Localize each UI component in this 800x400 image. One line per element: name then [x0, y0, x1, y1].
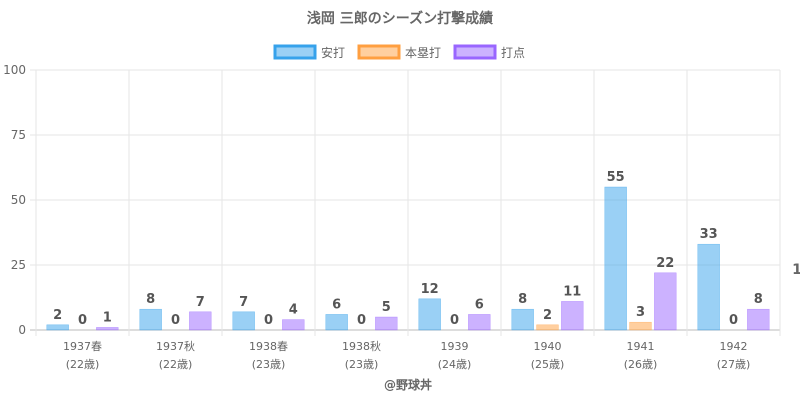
- data-label: 55: [607, 170, 625, 185]
- bar: [561, 301, 584, 331]
- legend-swatch: [357, 44, 401, 60]
- x-tick-label: 1939: [441, 340, 469, 353]
- credit: @野球丼: [384, 377, 432, 392]
- data-label: 8: [146, 292, 155, 307]
- bar: [536, 324, 559, 331]
- data-label: 22: [656, 256, 674, 271]
- x-tick-label: 1942: [720, 340, 748, 353]
- bar: [604, 186, 627, 331]
- y-tick-label: 25: [11, 258, 26, 272]
- bar: [282, 319, 305, 331]
- axes: 02550751001937春(22歳)1937秋(22歳)1938春(23歳)…: [3, 63, 750, 371]
- data-label: 0: [729, 313, 738, 328]
- x-tick-sublabel: (22歳): [159, 358, 193, 371]
- data-label: 8: [754, 292, 763, 307]
- data-label: 8: [518, 292, 527, 307]
- y-tick-label: 100: [3, 63, 26, 77]
- data-label: 6: [332, 297, 341, 312]
- data-label: 0: [78, 313, 87, 328]
- bar: [654, 272, 677, 331]
- legend-swatch: [273, 44, 317, 60]
- x-tick-sublabel: (24歳): [438, 358, 472, 371]
- x-tick-label: 1941: [627, 340, 655, 353]
- x-tick-sublabel: (22歳): [66, 358, 100, 371]
- bar: [511, 308, 534, 331]
- bar: [375, 316, 398, 331]
- x-tick-label: 1937秋: [156, 339, 195, 353]
- bar: [139, 308, 162, 331]
- x-tick-label: 1938秋: [342, 339, 381, 353]
- data-label: 6: [475, 297, 484, 312]
- bar: [96, 327, 119, 331]
- legend-swatch: [453, 44, 497, 60]
- x-tick-label: 1937春: [63, 340, 102, 353]
- bar: [697, 243, 720, 331]
- data-labels: 2 0 1 8 0 7 7 0 4 6 0 5 12 0 6 8 2 11 55 3 22 33 0 8: [53, 170, 763, 328]
- bar: [629, 321, 652, 331]
- data-label: 0: [450, 313, 459, 328]
- bar: [747, 308, 770, 331]
- data-label: 4: [289, 303, 298, 318]
- x-tick-sublabel: (25歳): [531, 358, 565, 371]
- x-tick-label: 1940: [534, 340, 562, 353]
- legend-label: 安打: [321, 45, 345, 60]
- data-label: 1: [103, 310, 112, 325]
- data-label: 0: [264, 313, 273, 328]
- bar: [468, 314, 491, 331]
- data-label: 3: [636, 305, 645, 320]
- x-tick-sublabel: (23歳): [252, 358, 286, 371]
- data-label: 2: [53, 308, 62, 323]
- bars: [46, 186, 770, 331]
- bar: [418, 298, 441, 331]
- bar: [46, 324, 69, 331]
- legend-label: 本塁打: [405, 46, 441, 60]
- data-label: 0: [171, 313, 180, 328]
- data-label: 0: [357, 313, 366, 328]
- data-label: 7: [196, 295, 205, 310]
- x-tick-sublabel: (23歳): [345, 358, 379, 371]
- chart-title: 浅岡 三郎のシーズン打撃成績: [307, 10, 493, 27]
- legend-label: 打点: [501, 46, 525, 60]
- data-label: 5: [382, 300, 391, 315]
- right-axis-label: 1: [792, 262, 800, 278]
- data-label: 7: [239, 295, 248, 310]
- data-label: 12: [421, 282, 439, 297]
- y-tick-label: 75: [11, 128, 26, 142]
- x-tick-sublabel: (26歳): [624, 358, 658, 371]
- x-tick-sublabel: (27歳): [717, 358, 751, 371]
- y-tick-label: 0: [18, 323, 26, 337]
- data-label: 11: [563, 284, 581, 299]
- data-label: 33: [700, 227, 718, 242]
- bar: [232, 311, 255, 331]
- x-tick-label: 1938春: [249, 340, 288, 353]
- data-label: 2: [543, 308, 552, 323]
- y-tick-label: 50: [11, 193, 26, 207]
- bar: [325, 314, 348, 331]
- bar: [189, 311, 212, 331]
- grid: [30, 69, 781, 336]
- legend: 安打 本塁打 打点: [273, 44, 525, 60]
